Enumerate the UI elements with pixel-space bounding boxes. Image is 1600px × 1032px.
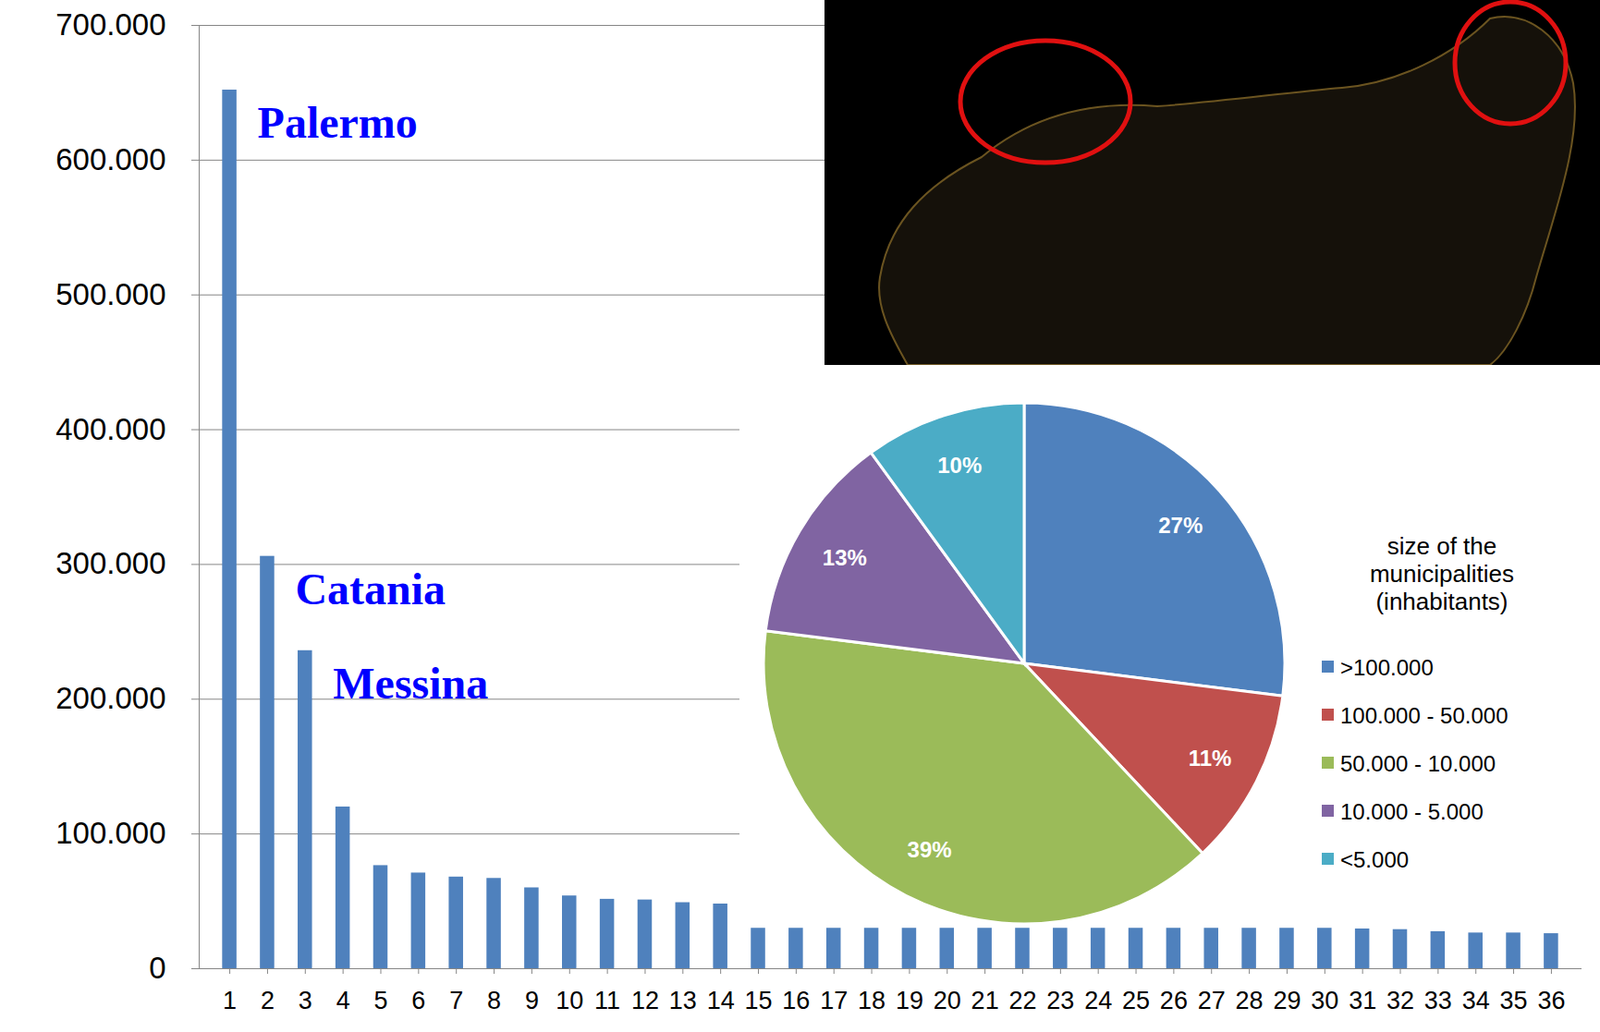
- svg-text:12: 12: [631, 987, 660, 1015]
- svg-text:30: 30: [1310, 987, 1339, 1015]
- svg-text:13%: 13%: [822, 545, 868, 571]
- svg-text:9: 9: [525, 987, 539, 1015]
- svg-text:20: 20: [933, 987, 962, 1015]
- svg-text:16: 16: [781, 987, 810, 1015]
- svg-text:5: 5: [373, 987, 388, 1015]
- svg-text:34: 34: [1462, 987, 1491, 1015]
- svg-text:size of the: size of the: [1387, 532, 1498, 561]
- svg-text:0: 0: [148, 951, 166, 986]
- svg-text:700.000: 700.000: [55, 7, 166, 42]
- svg-text:municipalities: municipalities: [1369, 560, 1515, 588]
- svg-text:>100.000: >100.000: [1340, 655, 1434, 681]
- svg-text:8: 8: [487, 987, 501, 1015]
- svg-text:27: 27: [1197, 987, 1226, 1015]
- svg-text:28: 28: [1235, 987, 1264, 1015]
- svg-text:4: 4: [336, 987, 351, 1015]
- svg-text:3: 3: [298, 987, 313, 1015]
- svg-text:500.000: 500.000: [55, 277, 166, 312]
- svg-text:32: 32: [1386, 987, 1415, 1015]
- svg-text:29: 29: [1272, 987, 1301, 1015]
- svg-text:1: 1: [222, 987, 237, 1015]
- svg-text:18: 18: [857, 987, 886, 1015]
- svg-text:21: 21: [971, 987, 1000, 1015]
- svg-text:400.000: 400.000: [55, 412, 166, 447]
- svg-text:24: 24: [1084, 987, 1112, 1015]
- svg-text:6: 6: [411, 987, 426, 1015]
- svg-text:36: 36: [1537, 987, 1565, 1015]
- svg-text:Messina: Messina: [332, 659, 489, 709]
- svg-text:Catania: Catania: [294, 564, 446, 614]
- svg-text:600.000: 600.000: [55, 142, 166, 177]
- svg-text:300.000: 300.000: [55, 546, 166, 581]
- svg-text:14: 14: [707, 987, 735, 1015]
- svg-text:100.000: 100.000: [55, 816, 166, 851]
- svg-text:10: 10: [555, 987, 584, 1015]
- svg-text:13: 13: [669, 987, 697, 1015]
- svg-text:2: 2: [260, 987, 275, 1015]
- svg-text:31: 31: [1348, 987, 1377, 1015]
- svg-text:25: 25: [1122, 987, 1150, 1015]
- svg-text:7: 7: [449, 987, 464, 1015]
- svg-text:50.000 - 10.000: 50.000 - 10.000: [1340, 751, 1496, 777]
- svg-text:22: 22: [1008, 987, 1037, 1015]
- svg-text:27%: 27%: [1158, 512, 1203, 538]
- svg-text:11%: 11%: [1188, 745, 1233, 771]
- svg-text:33: 33: [1424, 987, 1453, 1015]
- svg-text:10%: 10%: [937, 452, 982, 478]
- svg-text:11: 11: [594, 987, 621, 1015]
- svg-text:10.000 - 5.000: 10.000 - 5.000: [1340, 799, 1484, 825]
- svg-text:35: 35: [1500, 987, 1528, 1015]
- svg-text:100.000 - 50.000: 100.000 - 50.000: [1340, 703, 1509, 729]
- svg-text:17: 17: [819, 987, 848, 1015]
- svg-text:Palermo: Palermo: [257, 97, 418, 147]
- svg-text:15: 15: [744, 987, 772, 1015]
- svg-text:19: 19: [895, 987, 924, 1015]
- svg-text:23: 23: [1046, 987, 1075, 1015]
- svg-text:39%: 39%: [907, 837, 953, 863]
- svg-text:200.000: 200.000: [55, 681, 166, 716]
- svg-text:(inhabitants): (inhabitants): [1375, 587, 1508, 616]
- svg-text:<5.000: <5.000: [1340, 847, 1409, 873]
- svg-text:26: 26: [1160, 987, 1188, 1015]
